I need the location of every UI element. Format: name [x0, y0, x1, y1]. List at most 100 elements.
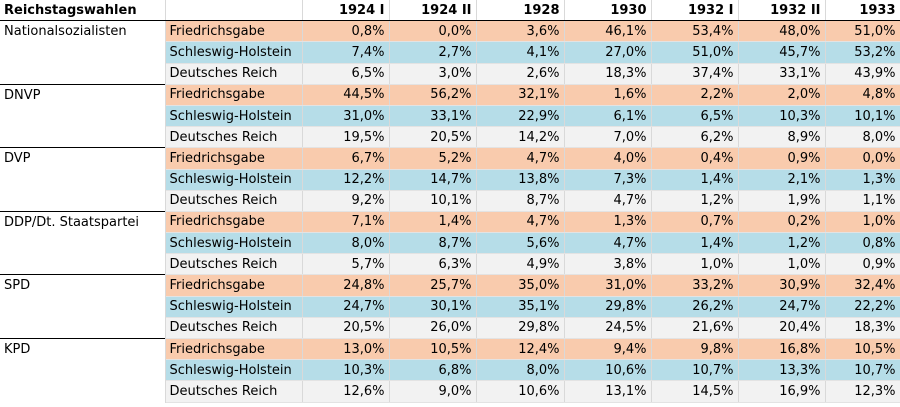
value-cell: 1,6% [564, 83, 652, 106]
value-cell: 2,2% [651, 83, 739, 106]
value-cell: 8,0% [476, 359, 565, 382]
value-cell: 20,5% [302, 317, 390, 340]
table-row: Schleswig-Holstein 24,7% 30,1% 35,1% 29,8% 26… [0, 296, 900, 318]
value-cell: 19,5% [302, 126, 390, 149]
party-name: KPD [0, 337, 166, 360]
value-cell: 16,9% [738, 380, 826, 403]
value-cell: 51,0% [651, 41, 739, 64]
region-name: Deutsches Reich [165, 126, 303, 149]
value-cell: 6,7% [302, 147, 390, 170]
region-name: Deutsches Reich [165, 253, 303, 276]
value-cell: 20,5% [389, 126, 477, 149]
value-cell: 1,4% [389, 210, 477, 234]
value-cell: 10,6% [476, 380, 565, 403]
value-cell: 2,7% [389, 41, 477, 64]
region-name: Friedrichsgabe [165, 274, 303, 297]
value-cell: 6,3% [389, 253, 477, 276]
region-name: Deutsches Reich [165, 190, 303, 212]
value-cell: 10,7% [825, 359, 900, 382]
value-cell: 0,7% [651, 210, 739, 234]
value-cell: 0,9% [825, 253, 900, 276]
value-cell: 44,5% [302, 83, 390, 106]
value-cell: 4,7% [564, 232, 652, 255]
party-name: DDP/Dt. Staatspartei [0, 210, 166, 233]
value-cell: 18,3% [825, 317, 900, 340]
value-cell: 8,7% [476, 190, 565, 212]
value-cell: 35,0% [476, 274, 565, 297]
value-cell: 53,4% [651, 20, 739, 43]
table-row: Deutsches Reich 6,5% 3,0% 2,6% 18,3% 37,4% 33,… [0, 63, 900, 85]
party-name: DVP [0, 147, 166, 169]
column-header: 1924 I [302, 0, 390, 22]
party-name-empty [0, 169, 166, 191]
party-name-empty [0, 41, 166, 64]
region-name: Schleswig-Holstein [165, 359, 303, 382]
value-cell: 4,1% [476, 41, 565, 64]
value-cell: 4,7% [564, 190, 652, 212]
value-cell: 0,2% [738, 210, 826, 234]
value-cell: 7,3% [564, 169, 652, 191]
region-name: Friedrichsgabe [165, 20, 303, 43]
value-cell: 0,0% [825, 147, 900, 170]
value-cell: 29,8% [564, 296, 652, 318]
value-cell: 1,1% [825, 190, 900, 212]
value-cell: 0,4% [651, 147, 739, 170]
value-cell: 3,6% [476, 20, 565, 43]
value-cell: 24,7% [302, 296, 390, 318]
value-cell: 0,8% [302, 20, 390, 43]
value-cell: 7,0% [564, 126, 652, 149]
region-name: Friedrichsgabe [165, 83, 303, 106]
value-cell: 26,0% [389, 317, 477, 340]
value-cell: 25,7% [389, 274, 477, 297]
table-row: DNVP Friedrichsgabe 44,5% 56,2% 32,1% 1,6% 2,2… [0, 83, 900, 106]
column-header: 1932 II [738, 0, 826, 22]
column-header: 1933 [825, 0, 900, 22]
region-name: Deutsches Reich [165, 317, 303, 340]
value-cell: 2,1% [738, 169, 826, 191]
value-cell: 51,0% [825, 20, 900, 43]
table-row: Deutsches Reich 20,5% 26,0% 29,8% 24,5% 21,6%… [0, 317, 900, 340]
value-cell: 8,7% [389, 232, 477, 255]
value-cell: 9,8% [651, 337, 739, 361]
value-cell: 12,2% [302, 169, 390, 191]
value-cell: 10,6% [564, 359, 652, 382]
table-row: Schleswig-Holstein 12,2% 14,7% 13,8% 7,3% 1,4… [0, 169, 900, 191]
value-cell: 33,1% [738, 63, 826, 85]
value-cell: 0,9% [738, 147, 826, 170]
value-cell: 3,0% [389, 63, 477, 85]
table-row: Deutsches Reich 9,2% 10,1% 8,7% 4,7% 1,2% 1,9%… [0, 190, 900, 212]
value-cell: 6,8% [389, 359, 477, 382]
column-header: 1930 [564, 0, 652, 22]
value-cell: 10,1% [825, 105, 900, 128]
value-cell: 13,0% [302, 337, 390, 361]
party-name-empty [0, 105, 166, 127]
value-cell: 2,0% [738, 83, 826, 106]
party-name-empty [0, 380, 166, 403]
value-cell: 0,0% [389, 20, 477, 43]
value-cell: 1,0% [738, 253, 826, 276]
value-cell: 33,2% [651, 274, 739, 297]
value-cell: 10,3% [302, 359, 390, 382]
party-name-empty [0, 126, 166, 148]
region-name: Friedrichsgabe [165, 147, 303, 170]
region-name: Schleswig-Holstein [165, 232, 303, 255]
value-cell: 12,4% [476, 337, 565, 361]
value-cell: 9,2% [302, 190, 390, 212]
value-cell: 56,2% [389, 83, 477, 106]
value-cell: 7,4% [302, 41, 390, 64]
value-cell: 4,7% [476, 210, 565, 234]
value-cell: 5,7% [302, 253, 390, 276]
region-name: Friedrichsgabe [165, 337, 303, 361]
value-cell: 1,2% [651, 190, 739, 212]
value-cell: 4,8% [825, 83, 900, 106]
value-cell: 14,5% [651, 380, 739, 403]
region-name: Schleswig-Holstein [165, 41, 303, 64]
value-cell: 33,1% [389, 105, 477, 128]
value-cell: 7,1% [302, 210, 390, 234]
table-row: Schleswig-Holstein 31,0% 33,1% 22,9% 6,1% 6,5… [0, 105, 900, 128]
table-row: Deutsches Reich 12,6% 9,0% 10,6% 13,1% 14,5% 1… [0, 380, 900, 403]
table-row: Deutsches Reich 19,5% 20,5% 14,2% 7,0% 6,2% 8,… [0, 126, 900, 149]
value-cell: 1,3% [564, 210, 652, 234]
value-cell: 8,9% [738, 126, 826, 149]
value-cell: 48,0% [738, 20, 826, 43]
